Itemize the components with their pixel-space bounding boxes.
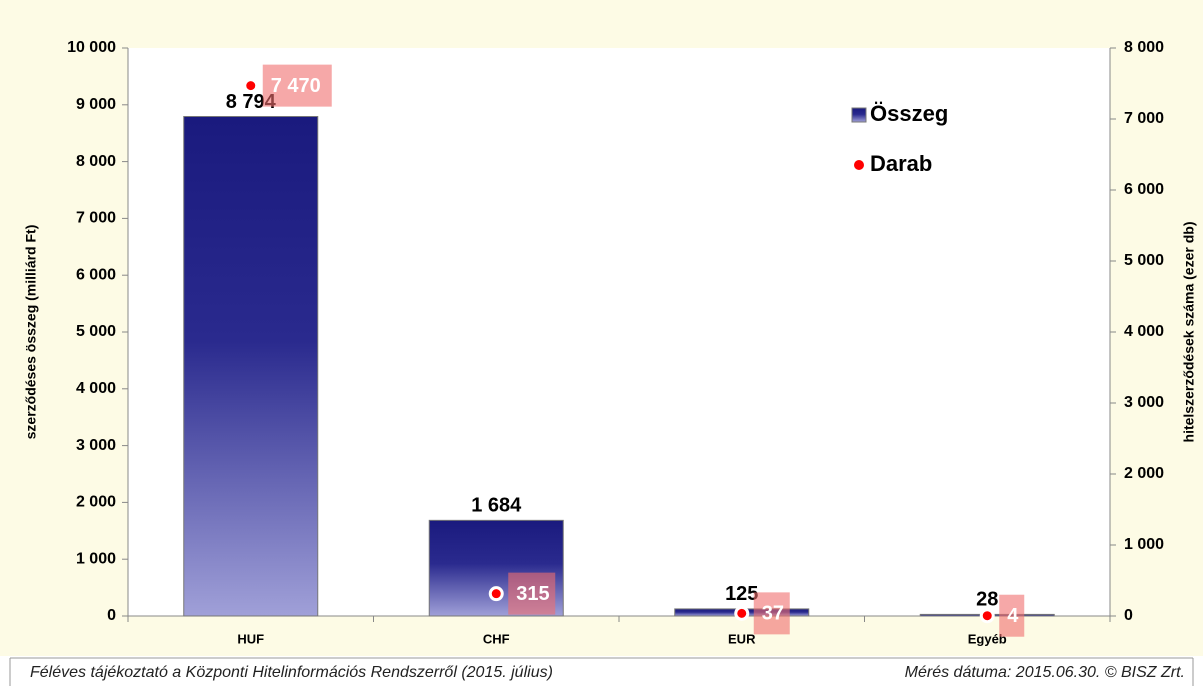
point-value-label: 315 — [516, 583, 549, 605]
y-tick-label: 2 000 — [76, 494, 116, 511]
footer-background — [0, 656, 1203, 686]
point-value-label: 37 — [762, 603, 784, 625]
legend-swatch — [854, 160, 864, 170]
footer-right: Mérés dátuma: 2015.06.30. © BISZ Zrt. — [905, 664, 1185, 681]
footer-left: Féléves tájékoztató a Központi Hitelinfo… — [30, 664, 553, 681]
point — [488, 586, 504, 602]
y2-tick-label: 6 000 — [1124, 181, 1164, 198]
point — [979, 608, 995, 624]
y-tick-label: 6 000 — [76, 266, 116, 283]
point — [734, 605, 750, 621]
point-value-label: 4 — [1007, 605, 1019, 627]
y-tick-label: 4 000 — [76, 380, 116, 397]
point-label-box — [262, 64, 332, 107]
x-tick-label: HUF — [237, 631, 264, 646]
point-label-box — [999, 594, 1025, 637]
point-label-box — [753, 592, 790, 635]
x-tick-label: CHF — [483, 631, 510, 646]
y2-tick-label: 2 000 — [1124, 465, 1164, 482]
y-tick-label: 5 000 — [76, 323, 116, 340]
y2-tick-label: 3 000 — [1124, 394, 1164, 411]
y-tick-label: 10 000 — [67, 39, 116, 56]
bar-value-label: 125 — [725, 583, 758, 605]
x-tick-label: Egyéb — [968, 631, 1007, 646]
legend-label: Összeg — [870, 101, 948, 126]
y2-tick-label: 1 000 — [1124, 536, 1164, 553]
y2-tick-label: 4 000 — [1124, 323, 1164, 340]
point-value-label: 7 470 — [271, 75, 321, 97]
bar-value-label: 28 — [976, 589, 998, 611]
bar-value-label: 1 684 — [471, 495, 522, 517]
x-tick-label: EUR — [728, 631, 756, 646]
y-tick-label: 1 000 — [76, 550, 116, 567]
y2-tick-label: 8 000 — [1124, 39, 1164, 56]
bar — [183, 116, 319, 617]
y-tick-label: 3 000 — [76, 437, 116, 454]
y-tick-label: 0 — [107, 607, 116, 624]
y-tick-label: 7 000 — [76, 210, 116, 227]
y2-tick-label: 0 — [1124, 607, 1133, 624]
y2-axis-title: hitelszerződések száma (ezer db) — [1181, 222, 1197, 443]
y-axis-title: szerződéses összeg (milliárd Ft) — [23, 225, 39, 440]
point — [243, 78, 259, 94]
y-tick-label: 8 000 — [76, 153, 116, 170]
y2-tick-label: 7 000 — [1124, 110, 1164, 127]
legend-swatch — [851, 107, 867, 123]
legend-label: Darab — [870, 151, 932, 176]
y2-tick-label: 5 000 — [1124, 252, 1164, 269]
point-label-box — [508, 572, 556, 615]
y-tick-label: 9 000 — [76, 96, 116, 113]
